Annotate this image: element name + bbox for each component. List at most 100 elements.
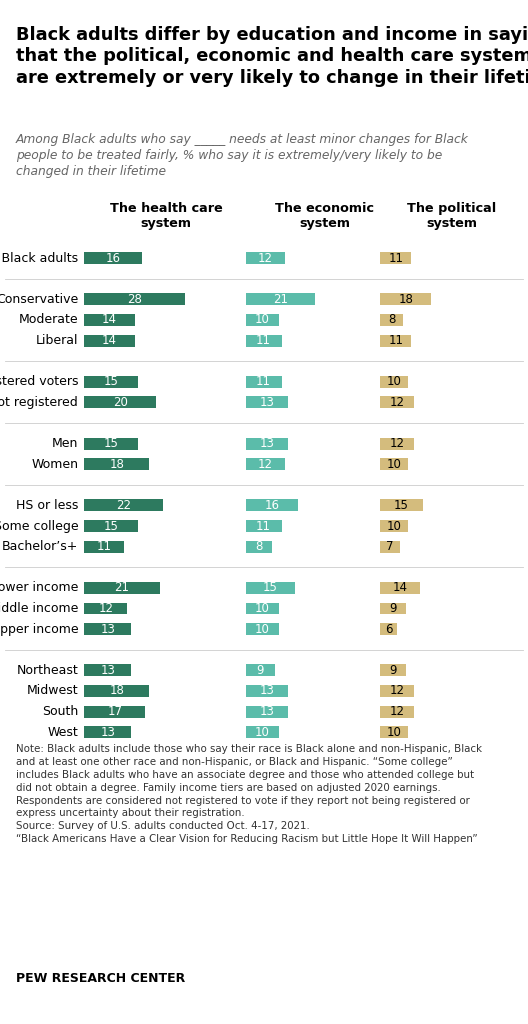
Text: Some college: Some college — [0, 519, 78, 532]
FancyBboxPatch shape — [84, 520, 138, 532]
Text: 12: 12 — [258, 458, 273, 471]
Text: Bachelor’s+: Bachelor’s+ — [2, 541, 78, 553]
Text: 11: 11 — [388, 252, 403, 264]
Text: 13: 13 — [260, 437, 275, 451]
Text: Middle income: Middle income — [0, 602, 78, 615]
Text: Men: Men — [52, 437, 78, 451]
Text: 11: 11 — [256, 519, 271, 532]
Text: 8: 8 — [255, 541, 262, 553]
FancyBboxPatch shape — [246, 500, 298, 511]
FancyBboxPatch shape — [246, 376, 282, 388]
Text: Liberal: Liberal — [36, 334, 78, 347]
FancyBboxPatch shape — [380, 602, 406, 614]
Text: Not registered: Not registered — [0, 396, 78, 409]
Text: Lower income: Lower income — [0, 582, 78, 594]
Text: 10: 10 — [254, 726, 269, 738]
Text: Northeast: Northeast — [16, 664, 78, 677]
FancyBboxPatch shape — [84, 726, 131, 738]
Text: Among Black adults who say _____ needs at least minor changes for Black
people t: Among Black adults who say _____ needs a… — [16, 133, 469, 178]
FancyBboxPatch shape — [246, 437, 288, 450]
FancyBboxPatch shape — [84, 582, 159, 594]
FancyBboxPatch shape — [246, 459, 285, 470]
FancyBboxPatch shape — [380, 706, 414, 718]
FancyBboxPatch shape — [380, 500, 422, 511]
FancyBboxPatch shape — [84, 602, 127, 614]
Text: The political
system: The political system — [407, 202, 496, 229]
FancyBboxPatch shape — [380, 252, 411, 264]
Text: Note: Black adults include those who say their race is Black alone and non-Hispa: Note: Black adults include those who say… — [16, 744, 482, 844]
FancyBboxPatch shape — [380, 293, 431, 305]
Text: 18: 18 — [109, 458, 124, 471]
Text: 13: 13 — [260, 684, 275, 697]
FancyBboxPatch shape — [246, 685, 288, 697]
FancyBboxPatch shape — [84, 376, 138, 388]
Text: 16: 16 — [106, 252, 120, 264]
Text: West: West — [48, 726, 78, 738]
FancyBboxPatch shape — [380, 459, 409, 470]
Text: 12: 12 — [258, 252, 273, 264]
Text: 10: 10 — [387, 726, 402, 738]
Text: 10: 10 — [387, 458, 402, 471]
Text: 28: 28 — [127, 293, 142, 306]
FancyBboxPatch shape — [380, 314, 403, 326]
Text: 13: 13 — [100, 726, 115, 738]
Text: 13: 13 — [100, 664, 115, 677]
Text: South: South — [42, 706, 78, 718]
FancyBboxPatch shape — [380, 582, 420, 594]
Text: 8: 8 — [388, 313, 395, 327]
FancyBboxPatch shape — [380, 437, 414, 450]
FancyBboxPatch shape — [380, 665, 406, 676]
Text: 10: 10 — [254, 313, 269, 327]
Text: 13: 13 — [260, 706, 275, 718]
FancyBboxPatch shape — [246, 665, 275, 676]
Text: 14: 14 — [392, 582, 408, 594]
FancyBboxPatch shape — [84, 437, 138, 450]
Text: 15: 15 — [104, 437, 119, 451]
FancyBboxPatch shape — [84, 459, 149, 470]
FancyBboxPatch shape — [84, 685, 149, 697]
Text: 11: 11 — [256, 334, 271, 347]
Text: 10: 10 — [387, 375, 402, 388]
Text: 13: 13 — [260, 396, 275, 409]
FancyBboxPatch shape — [380, 335, 411, 346]
FancyBboxPatch shape — [84, 252, 142, 264]
Text: 14: 14 — [102, 313, 117, 327]
Text: 12: 12 — [390, 437, 404, 451]
Text: 9: 9 — [389, 664, 397, 677]
Text: 11: 11 — [256, 375, 271, 388]
Text: 11: 11 — [388, 334, 403, 347]
FancyBboxPatch shape — [246, 520, 282, 532]
Text: 12: 12 — [390, 684, 404, 697]
FancyBboxPatch shape — [84, 500, 163, 511]
Text: 15: 15 — [394, 499, 409, 512]
Text: Black adults differ by education and income in saying
that the political, econom: Black adults differ by education and inc… — [16, 26, 528, 87]
Text: 15: 15 — [104, 519, 119, 532]
FancyBboxPatch shape — [380, 685, 414, 697]
Text: 7: 7 — [386, 541, 394, 553]
FancyBboxPatch shape — [246, 726, 279, 738]
FancyBboxPatch shape — [84, 624, 131, 635]
Text: 10: 10 — [254, 602, 269, 615]
Text: 20: 20 — [113, 396, 128, 409]
Text: Moderate: Moderate — [18, 313, 78, 327]
FancyBboxPatch shape — [380, 376, 409, 388]
Text: 15: 15 — [104, 375, 119, 388]
FancyBboxPatch shape — [84, 665, 131, 676]
Text: 18: 18 — [109, 684, 124, 697]
Text: 6: 6 — [385, 623, 392, 636]
Text: 17: 17 — [107, 706, 122, 718]
FancyBboxPatch shape — [380, 624, 397, 635]
FancyBboxPatch shape — [246, 335, 282, 346]
Text: 11: 11 — [97, 541, 112, 553]
FancyBboxPatch shape — [84, 396, 156, 409]
FancyBboxPatch shape — [246, 293, 315, 305]
FancyBboxPatch shape — [246, 252, 285, 264]
Text: 14: 14 — [102, 334, 117, 347]
Text: Registered voters: Registered voters — [0, 375, 78, 388]
FancyBboxPatch shape — [380, 520, 409, 532]
FancyBboxPatch shape — [246, 314, 279, 326]
FancyBboxPatch shape — [380, 396, 414, 409]
Text: 12: 12 — [99, 602, 114, 615]
FancyBboxPatch shape — [246, 396, 288, 409]
Text: The health care
system: The health care system — [110, 202, 223, 229]
